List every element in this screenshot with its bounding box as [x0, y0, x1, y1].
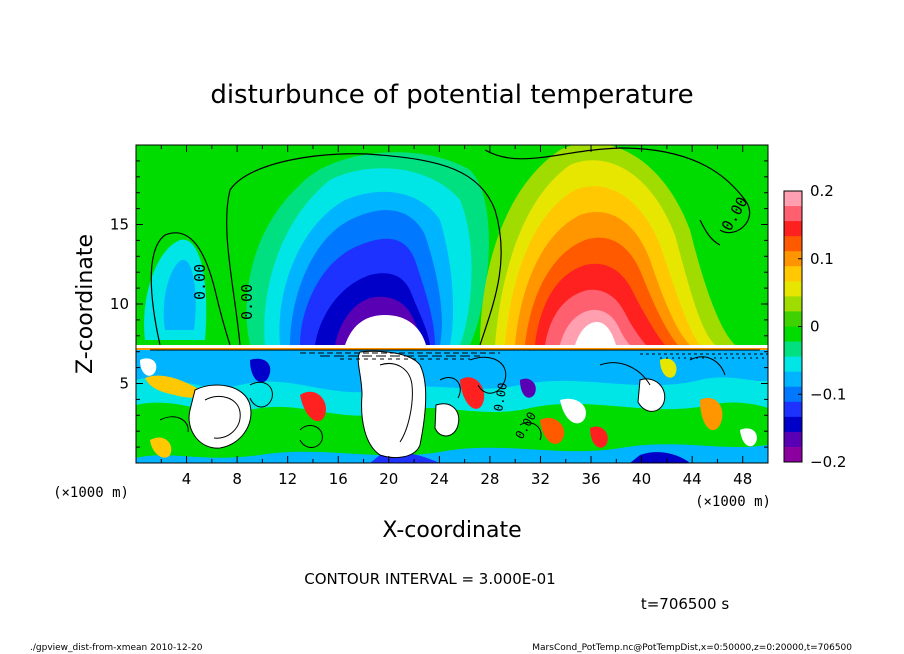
contour-interval: CONTOUR INTERVAL = 3.000E-01	[304, 570, 555, 588]
colorbar-cell	[784, 341, 802, 358]
contour-label: 0.00	[238, 284, 256, 320]
x-tick-label: 24	[430, 470, 449, 488]
colorbar-cell	[784, 221, 802, 237]
chart-title: disturbunce of potential temperature	[210, 80, 693, 110]
x-tick-label: 48	[733, 470, 752, 488]
colorbar-cells	[784, 191, 802, 463]
y-tick-label: 5	[119, 375, 129, 393]
x-tick-label: 40	[632, 470, 651, 488]
white-cell	[637, 378, 666, 412]
lower-layer-patch	[300, 391, 326, 422]
zero-contour-right	[484, 147, 751, 234]
colorbar-tick-label: −0.2	[810, 453, 846, 471]
colorbar-cell	[784, 266, 802, 282]
footer-left: ./gpview_dist-from-xmean 2010-12-20	[30, 643, 203, 653]
white-cell	[357, 350, 427, 458]
lower-layer-patch	[540, 417, 565, 444]
x-tick-label: 44	[683, 470, 702, 488]
lower-layer-patch	[145, 375, 203, 398]
lower-layer-patch	[150, 437, 172, 458]
lower-layer-patch	[660, 358, 677, 378]
colorbar-cell	[784, 401, 802, 418]
lower-contour	[204, 396, 241, 439]
y-axis-unit: (×1000 m)	[53, 485, 129, 501]
lower-contour	[599, 362, 651, 386]
y-axis-title: Z-coordinate	[73, 234, 98, 374]
lower-contour	[689, 356, 726, 376]
warm-anomaly-core	[575, 322, 616, 345]
lower-contour	[299, 425, 323, 448]
colorbar-cell	[784, 386, 802, 403]
x-tick-label: 16	[329, 470, 348, 488]
plot-area: 0.00 0.00 0.00 0.00 0.00	[136, 145, 768, 463]
colorbar-cell	[784, 251, 802, 267]
x-axis-unit: (×1000 m)	[695, 494, 771, 510]
colorbar-cell	[784, 416, 802, 433]
lower-layer-patch	[630, 452, 690, 463]
x-tick-label: 20	[379, 470, 398, 488]
white-cell	[740, 428, 757, 447]
lower-layer-patch	[700, 397, 723, 431]
colorbar-cell	[784, 296, 802, 312]
colorbar-cell	[784, 236, 802, 252]
zero-contour-center	[226, 153, 502, 346]
colorbar-tick-label: 0.1	[810, 250, 834, 268]
white-cell	[560, 398, 586, 424]
time-label: t=706500 s	[641, 595, 729, 613]
cold-anomaly-core	[345, 315, 426, 345]
colorbar-cell	[784, 371, 802, 388]
contour-label: 0.00	[191, 264, 209, 300]
colorbar-cell	[784, 431, 802, 448]
lower-contours	[159, 356, 726, 448]
colorbar-cell	[784, 191, 802, 207]
white-cell	[434, 403, 460, 437]
x-tick-label: 32	[531, 470, 550, 488]
colorbar-cell	[784, 311, 802, 327]
x-tick-label: 8	[232, 470, 242, 488]
lower-contour	[519, 422, 542, 441]
cold-anomaly	[144, 152, 489, 345]
lower-layer-patch	[590, 426, 608, 448]
y-axis: 5 10 15	[110, 160, 768, 448]
cold-anomaly-side-lobe-core	[163, 259, 196, 330]
lower-layer-patch	[520, 378, 536, 398]
x-tick-label: 28	[480, 470, 499, 488]
interface-noise	[150, 349, 768, 360]
lower-contour	[469, 356, 507, 394]
colorbar-cell	[784, 446, 802, 463]
interface-band-orange	[136, 348, 768, 350]
white-cell	[188, 384, 252, 449]
white-cell	[140, 358, 157, 376]
colorbar-tick-label: 0.2	[810, 182, 834, 200]
colorbar-tick-label: −0.1	[810, 385, 846, 403]
y-tick-label: 10	[110, 295, 129, 313]
x-axis-title: X-coordinate	[382, 518, 521, 543]
colorbar-cell	[784, 326, 802, 343]
lower-contour	[439, 377, 461, 399]
colorbar-tick-label: 0	[810, 318, 820, 336]
y-tick-label: 15	[110, 216, 129, 234]
x-tick-label: 4	[182, 470, 192, 488]
x-tick-label: 12	[278, 470, 297, 488]
lower-layer-patch	[250, 358, 271, 383]
contour-label: 0.00	[491, 382, 510, 413]
colorbar-cell	[784, 281, 802, 297]
zero-contour-left	[150, 232, 231, 346]
warm-anomaly	[480, 145, 735, 345]
colorbar-cell	[784, 356, 802, 373]
colorbar: 0.2 0.1 0 −0.1 −0.2	[783, 182, 846, 471]
x-tick-label: 36	[581, 470, 600, 488]
colorbar-labels: 0.2 0.1 0 −0.1 −0.2	[798, 182, 846, 471]
lower-contour	[159, 416, 189, 433]
footer-right: MarsCond_PotTemp.nc@PotTempDist,x=0:5000…	[532, 643, 852, 653]
lower-contour	[249, 381, 273, 408]
lower-turbulent-layer	[136, 350, 768, 463]
colorbar-cell	[784, 206, 802, 222]
zero-contours	[150, 147, 751, 346]
lower-contour	[379, 363, 413, 443]
interface-band-white	[136, 345, 768, 348]
x-axis: 4 8 12 16 20 24 28 32 36 40 44 48	[160, 145, 752, 488]
zero-contour-wisp	[699, 219, 721, 246]
